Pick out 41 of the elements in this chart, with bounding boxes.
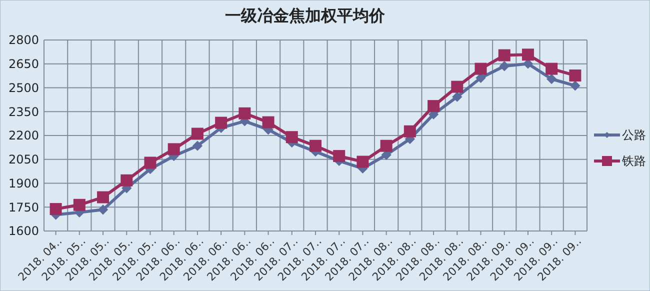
point — [404, 125, 416, 138]
point — [238, 107, 251, 120]
legend-label: 公路 — [622, 128, 646, 142]
point — [546, 74, 557, 84]
y-tick-label: 1750 — [8, 200, 39, 214]
point — [428, 100, 440, 112]
point — [262, 116, 274, 128]
point — [451, 80, 464, 93]
point — [144, 156, 156, 169]
y-tick-label: 2350 — [8, 104, 39, 119]
point — [498, 49, 510, 62]
point — [192, 140, 203, 151]
point — [474, 62, 487, 75]
point — [452, 92, 462, 102]
point — [310, 140, 322, 152]
point — [98, 204, 108, 215]
point — [522, 48, 534, 61]
point — [356, 156, 369, 168]
point — [546, 62, 558, 75]
point — [168, 143, 180, 156]
point — [569, 69, 582, 82]
point — [499, 61, 510, 72]
point — [50, 203, 62, 216]
y-tick-label: 2650 — [8, 57, 39, 72]
y-tick-label: 2200 — [8, 128, 39, 143]
point — [97, 191, 110, 204]
point — [191, 128, 204, 140]
y-tick-label: 1900 — [8, 176, 39, 190]
y-tick-label: 1600 — [8, 224, 39, 238]
y-tick-label: 2800 — [8, 33, 39, 48]
y-tick-label: 2050 — [8, 152, 39, 167]
point — [380, 140, 392, 152]
chart-title: 一级冶金焦加权平均价 — [225, 6, 386, 25]
point — [215, 116, 228, 129]
point — [120, 174, 133, 186]
y-tick-label: 2500 — [8, 80, 39, 95]
point — [570, 80, 580, 91]
legend-label: 铁路 — [621, 154, 646, 168]
point — [73, 198, 86, 211]
point — [333, 150, 346, 162]
point — [286, 131, 298, 144]
